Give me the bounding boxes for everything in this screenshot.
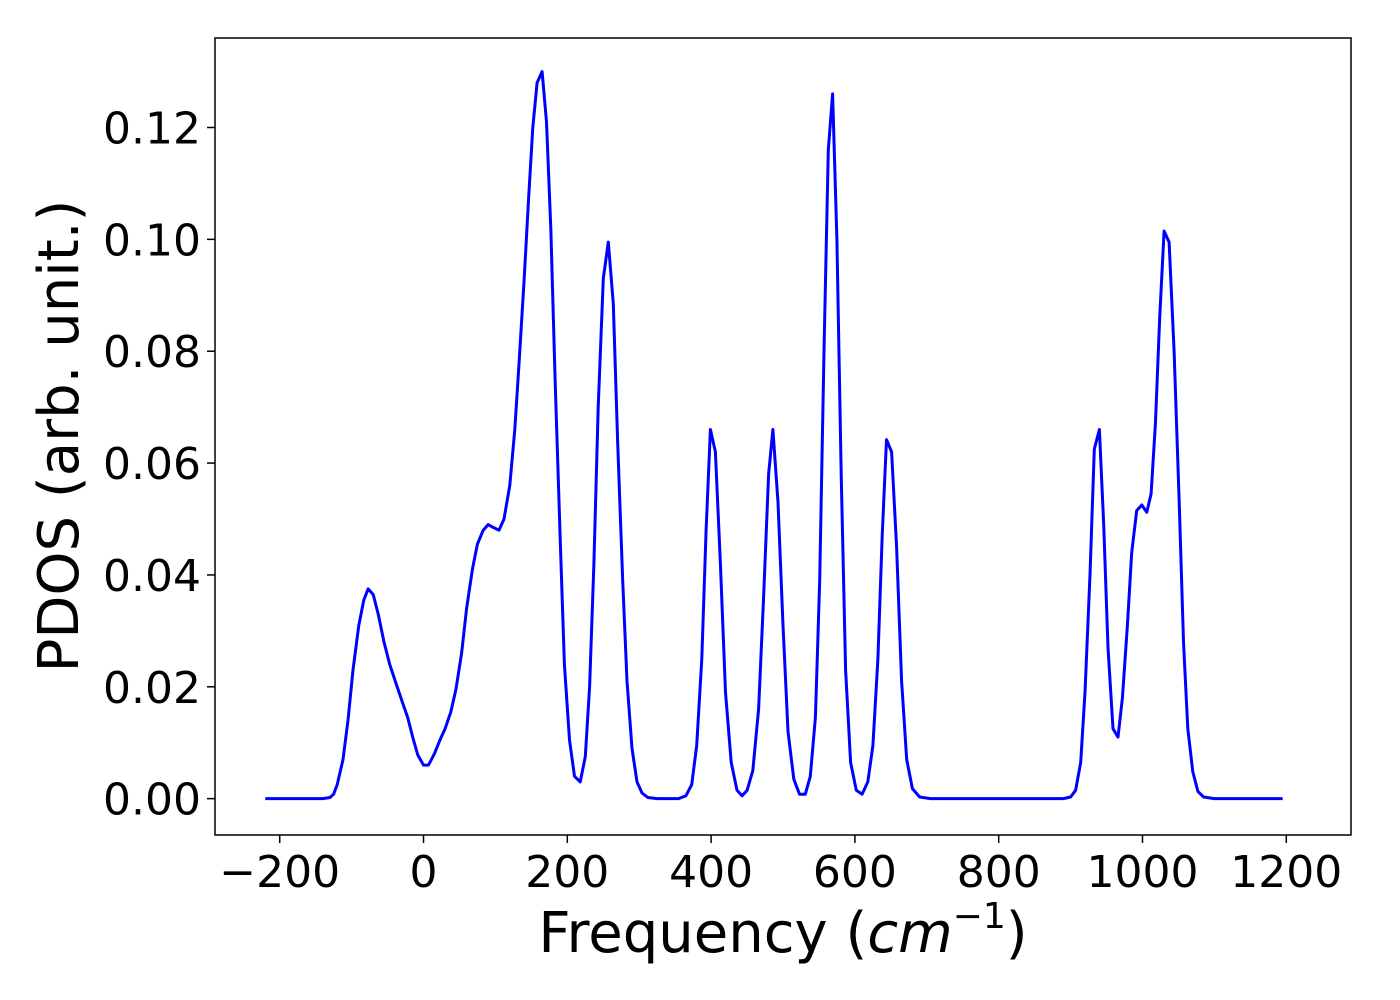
x-tick-label: 800 <box>957 847 1041 898</box>
y-axis: 0.00 0.02 0.04 0.06 0.08 0.10 0.12 <box>103 103 215 826</box>
y-tick-label: 0.04 <box>103 551 201 602</box>
x-axis-label-unit: cm <box>867 901 952 966</box>
y-tick-label: 0.02 <box>103 663 201 714</box>
y-axis-label: PDOS (arb. unit.) <box>27 200 92 673</box>
x-axis-label: Frequency (cm−1) <box>538 896 1027 966</box>
y-tick-label: 0.12 <box>103 103 201 154</box>
y-tick-label: 0.08 <box>103 327 201 378</box>
x-axis-label-close: ) <box>1006 901 1028 966</box>
plot-area <box>265 70 1283 801</box>
y-tick-label: 0.10 <box>103 215 201 266</box>
plot-frame <box>214 37 1352 836</box>
x-tick-label: 600 <box>813 847 897 898</box>
x-tick-label: 200 <box>525 847 609 898</box>
x-tick-label: 1200 <box>1230 847 1342 898</box>
x-tick-label: 400 <box>669 847 753 898</box>
x-axis-label-text: Frequency ( <box>538 901 867 966</box>
x-axis: −200 0 200 400 600 800 1000 1200 <box>219 835 1342 898</box>
y-tick-label: 0.00 <box>103 775 201 826</box>
series-line-0 <box>265 70 1283 801</box>
x-tick-label: −200 <box>219 847 340 898</box>
y-tick-label: 0.06 <box>103 439 201 490</box>
x-tick-label: 1000 <box>1087 847 1199 898</box>
x-axis-label-exponent: −1 <box>953 896 1006 937</box>
x-tick-label: 0 <box>410 847 438 898</box>
